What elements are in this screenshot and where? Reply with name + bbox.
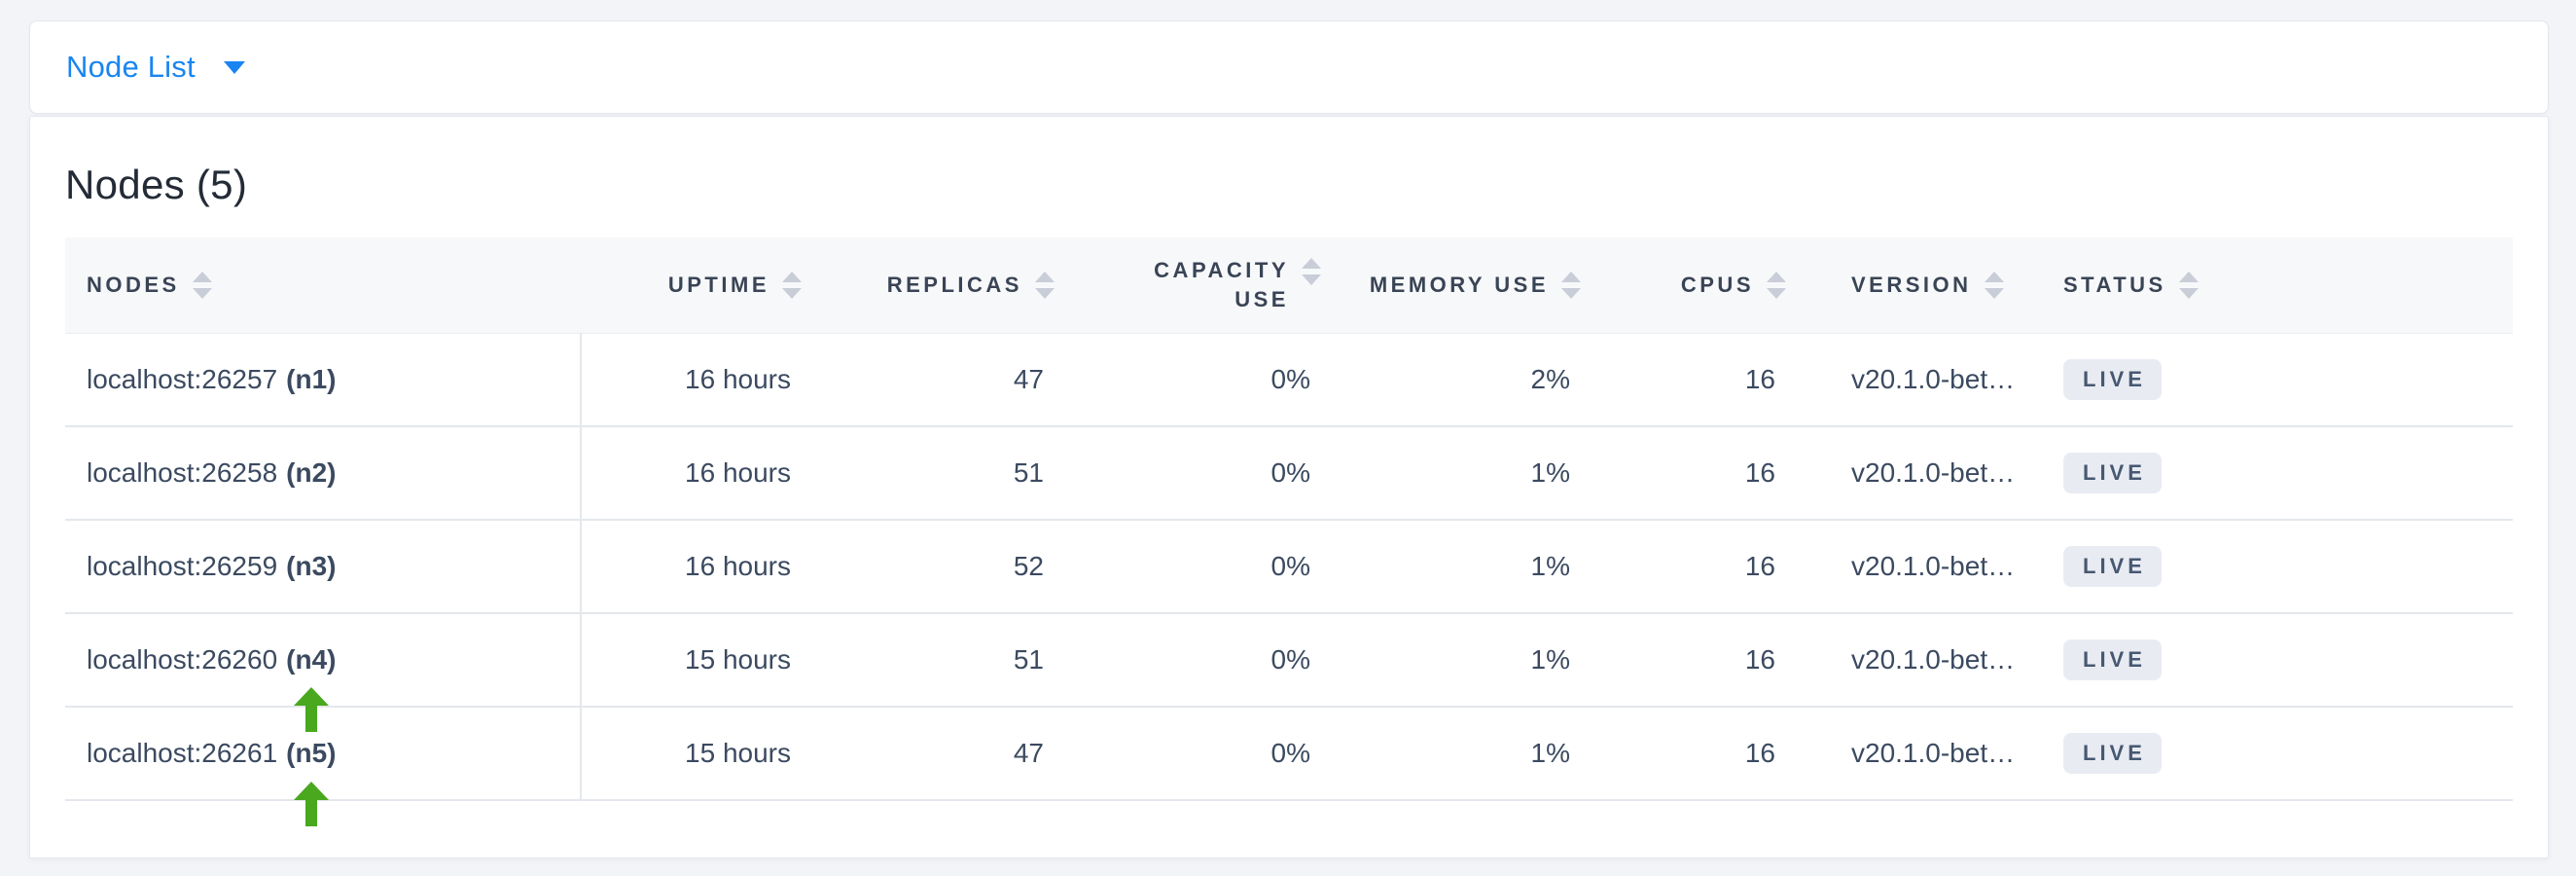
table-row[interactable]: localhost:26258 (n2) 16 hours 51 0% 1% 16… [65,426,2513,521]
status-badge: LIVE [2063,639,2162,680]
status-cell: LIVE [2048,613,2513,708]
replicas-cell: 51 [810,426,1063,521]
column-header-version[interactable]: VERSION [1795,237,2048,334]
table-row[interactable]: localhost:26261 (n5) 15 hours 47 0% 1% 16… [65,707,2513,801]
column-label: VERSION [1851,272,1972,297]
node-list-dropdown[interactable]: Node List [66,50,246,85]
uptime-cell: 16 hours [581,333,810,427]
column-label: CPUS [1680,272,1754,297]
column-label: REPLICAS [886,272,1022,297]
column-label: NODES [87,272,180,297]
replicas-cell: 47 [810,707,1063,801]
sort-arrows-icon [1035,271,1055,299]
view-selector-bar: Node List [29,20,2549,114]
status-cell: LIVE [2048,333,2513,427]
status-badge: LIVE [2063,546,2162,587]
status-badge: LIVE [2063,358,2162,400]
replicas-cell: 52 [810,520,1063,614]
column-header-status[interactable]: STATUS [2048,237,2513,334]
table-row[interactable]: localhost:26257 (n1) 16 hours 47 0% 2% 16… [65,333,2513,427]
status-cell: LIVE [2048,520,2513,614]
nodes-panel: Nodes (5) NODES UPTIME [29,116,2549,858]
cpus-cell: 16 [1590,520,1795,614]
node-address-cell[interactable]: localhost:26259 (n3) [65,520,582,614]
column-label: STATUS [2063,272,2166,297]
node-address: localhost:26257 [87,363,278,394]
node-address: localhost:26260 [87,644,278,675]
replicas-cell: 51 [810,613,1063,708]
cpus-cell: 16 [1590,333,1795,427]
version-cell: v20.1.0-bet… [1795,333,2048,427]
node-id: (n2) [286,457,337,488]
column-header-memory-use[interactable]: MEMORY USE [1330,237,1590,334]
node-id: (n1) [286,363,337,394]
sort-arrows-icon [192,271,212,299]
capacity-use-cell: 0% [1063,613,1330,708]
version-cell: v20.1.0-bet… [1795,707,2048,801]
sort-arrows-icon [1561,271,1581,299]
status-cell: LIVE [2048,426,2513,521]
node-id: (n3) [286,551,337,581]
cpus-cell: 16 [1590,426,1795,521]
column-label: UPTIME [667,272,769,297]
column-header-uptime[interactable]: UPTIME [581,237,810,334]
sort-arrows-icon [1302,257,1321,285]
status-badge: LIVE [2063,733,2162,774]
node-id: (n5) [286,738,337,768]
capacity-use-cell: 0% [1063,426,1330,521]
memory-use-cell: 1% [1330,707,1590,801]
capacity-use-cell: 0% [1063,520,1330,614]
green-up-arrow-n5 [294,782,329,826]
column-header-replicas[interactable]: REPLICAS [810,237,1063,334]
capacity-use-cell: 0% [1063,707,1330,801]
uptime-cell: 15 hours [581,613,810,708]
uptime-cell: 16 hours [581,426,810,521]
column-header-capacity-use[interactable]: CAPACITY USE [1063,237,1330,334]
node-address-cell[interactable]: localhost:26261 (n5) [65,707,582,801]
version-cell: v20.1.0-bet… [1795,613,2048,708]
uptime-cell: 16 hours [581,520,810,614]
version-cell: v20.1.0-bet… [1795,520,2048,614]
memory-use-cell: 1% [1330,426,1590,521]
replicas-cell: 47 [810,333,1063,427]
nodes-table: NODES UPTIME REPLICAS [65,237,2513,801]
node-list-dropdown-label: Node List [66,50,196,84]
node-address-cell[interactable]: localhost:26257 (n1) [65,333,582,427]
version-cell: v20.1.0-bet… [1795,426,2048,521]
sort-arrows-icon [2178,271,2199,299]
node-address: localhost:26261 [87,738,278,768]
caret-down-icon [223,61,245,74]
column-header-cpus[interactable]: CPUS [1590,237,1795,334]
page-title: Nodes (5) [65,162,248,207]
cpus-cell: 16 [1590,613,1795,708]
memory-use-cell: 1% [1330,613,1590,708]
sort-arrows-icon [1984,271,2004,299]
status-badge: LIVE [2063,453,2162,493]
memory-use-cell: 2% [1330,333,1590,427]
column-header-nodes[interactable]: NODES [65,237,581,334]
column-label: MEMORY USE [1369,272,1549,297]
node-address: localhost:26258 [87,457,278,488]
column-label: CAPACITY USE [1154,258,1289,311]
node-address-cell[interactable]: localhost:26258 (n2) [65,426,582,521]
table-header: NODES UPTIME REPLICAS [65,237,2513,334]
uptime-cell: 15 hours [581,707,810,801]
memory-use-cell: 1% [1330,520,1590,614]
capacity-use-cell: 0% [1063,333,1330,427]
node-address: localhost:26259 [87,551,278,581]
cpus-cell: 16 [1590,707,1795,801]
node-address-cell[interactable]: localhost:26260 (n4) [65,613,582,708]
green-up-arrow-n4 [294,687,329,732]
status-cell: LIVE [2048,707,2513,801]
node-id: (n4) [286,644,337,675]
table-row[interactable]: localhost:26259 (n3) 16 hours 52 0% 1% 16… [65,520,2513,614]
sort-arrows-icon [1767,271,1786,299]
sort-arrows-icon [782,271,802,299]
table-row[interactable]: localhost:26260 (n4) 15 hours 51 0% 1% 16… [65,613,2513,708]
